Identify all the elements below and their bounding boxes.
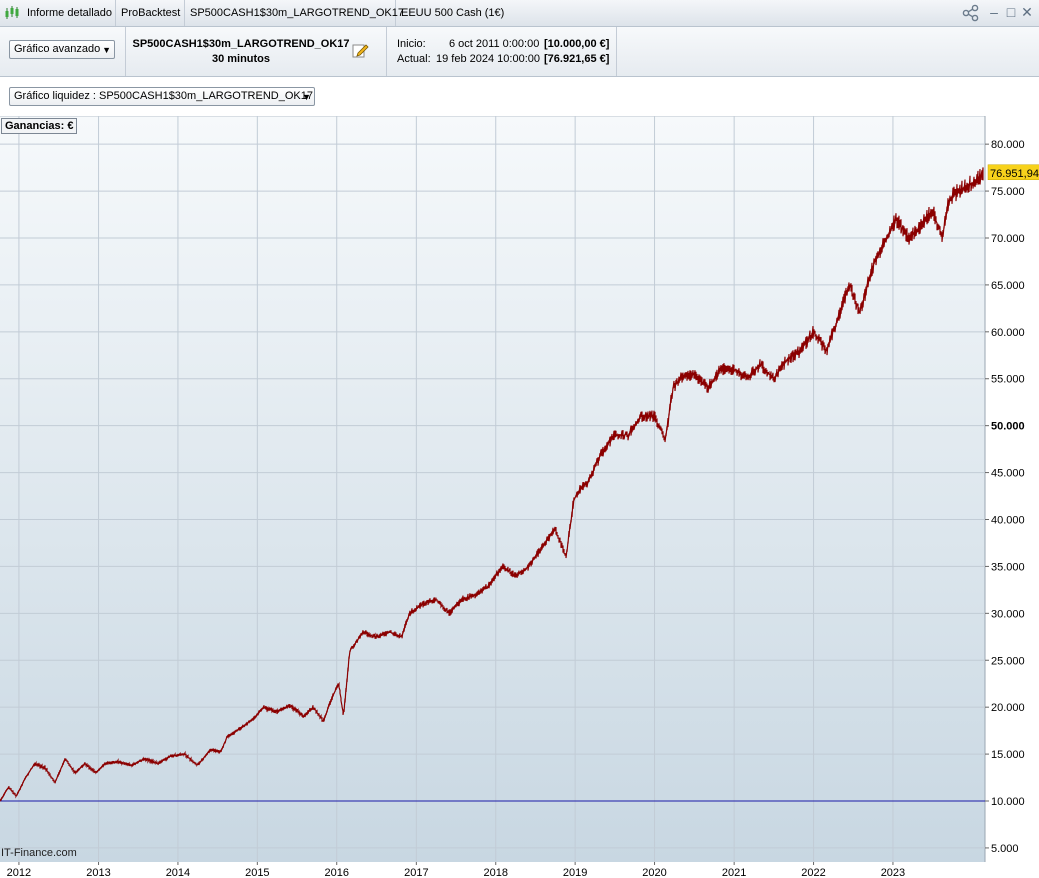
y-tick-label: 45.000 xyxy=(991,468,1025,480)
equity-series-line xyxy=(0,167,984,802)
y-tick-label: 80.000 xyxy=(991,139,1025,151)
strategy-name: SP500CASH1$30m_LARGOTREND_OK17 xyxy=(132,38,350,50)
plot-background xyxy=(0,116,985,862)
chart-type-value: Gráfico liquidez : SP500CASH1$30m_LARGOT… xyxy=(14,90,313,102)
x-tick-label: 2017 xyxy=(404,867,428,878)
y-tick-label: 30.000 xyxy=(991,608,1025,620)
last-value-label: 76.951,94 xyxy=(990,168,1039,180)
x-tick-label: 2022 xyxy=(801,867,825,878)
chart-mode-select[interactable]: Gráfico avanzado ▼ xyxy=(9,40,115,59)
y-tick-label: 20.000 xyxy=(991,702,1025,714)
strategy-info: SP500CASH1$30m_LARGOTREND_OK17 30 minuto… xyxy=(126,37,356,67)
close-icon[interactable]: ✕ xyxy=(1021,4,1033,20)
y-tick-label: 50.000 xyxy=(991,421,1025,433)
start-date: 6 oct 2011 0:00:00 xyxy=(449,38,540,50)
x-axis-panel xyxy=(0,862,985,878)
x-tick-label: 2023 xyxy=(881,867,905,878)
current-label: Actual: xyxy=(397,53,431,65)
candlestick-icon xyxy=(5,6,19,19)
y-tick-label: 60.000 xyxy=(991,327,1025,339)
x-tick-label: 2020 xyxy=(642,867,666,878)
x-tick-label: 2018 xyxy=(483,867,507,878)
current-value: [76.921,65 €] xyxy=(544,53,610,65)
y-tick-label: 55.000 xyxy=(991,374,1025,386)
edit-icon[interactable] xyxy=(351,41,369,59)
x-tick-label: 2021 xyxy=(722,867,746,878)
x-tick-label: 2014 xyxy=(166,867,190,878)
start-value: [10.000,00 €] xyxy=(544,38,610,50)
x-tick-label: 2019 xyxy=(563,867,587,878)
last-value-badge: 76.951,94 xyxy=(987,164,1039,181)
x-tick-label: 2013 xyxy=(86,867,110,878)
maximize-icon[interactable]: □ xyxy=(1006,4,1016,20)
tab-instrument[interactable]: EEUU 500 Cash (1€) xyxy=(401,7,505,19)
y-tick-label: 65.000 xyxy=(991,280,1025,292)
y-tick-label: 40.000 xyxy=(991,514,1025,526)
minimize-icon[interactable]: – xyxy=(990,4,998,20)
divider xyxy=(386,27,387,76)
y-tick-label: 10.000 xyxy=(991,796,1025,808)
chevron-down-icon: ▼ xyxy=(302,92,311,102)
title-bar: Informe detallado ProBacktest SP500CASH1… xyxy=(0,0,1039,27)
chart-mode-value: Gráfico avanzado xyxy=(14,43,101,55)
divider xyxy=(616,27,617,76)
x-tick-label: 2012 xyxy=(7,867,31,878)
y-axis-panel xyxy=(985,116,1039,878)
y-tick-label: 75.000 xyxy=(991,186,1025,198)
chart-type-select[interactable]: Gráfico liquidez : SP500CASH1$30m_LARGOT… xyxy=(9,87,315,106)
equity-chart[interactable]: 5.000 10.000 15.000 20.000 25.000 30.000 35.00… xyxy=(0,116,1039,878)
divider xyxy=(125,27,126,76)
toolbar: Gráfico avanzado ▼ SP500CASH1$30m_LARGOT… xyxy=(0,27,1039,77)
x-tick-label: 2016 xyxy=(324,867,348,878)
timeframe: 30 minutos xyxy=(211,53,271,65)
share-icon[interactable] xyxy=(961,4,981,22)
x-tick-label: 2015 xyxy=(245,867,269,878)
watermark: IT-Finance.com xyxy=(1,847,77,859)
tab-strategy[interactable]: SP500CASH1$30m_LARGOTREND_OK17 xyxy=(185,0,404,26)
y-axis-title: Ganancias: € xyxy=(1,118,78,134)
y-tick-label: 5.000 xyxy=(991,843,1019,855)
y-tick-label: 35.000 xyxy=(991,561,1025,573)
y-tick-label: 15.000 xyxy=(991,749,1025,761)
y-tick-label: 70.000 xyxy=(991,233,1025,245)
tab-informe-detallado[interactable]: Informe detallado xyxy=(22,0,116,26)
current-date: 19 feb 2024 10:00:00 xyxy=(436,53,540,65)
tab-probacktest[interactable]: ProBacktest xyxy=(116,0,185,26)
y-tick-label: 25.000 xyxy=(991,655,1025,667)
chevron-down-icon: ▼ xyxy=(102,45,111,55)
start-label: Inicio: xyxy=(397,38,426,50)
